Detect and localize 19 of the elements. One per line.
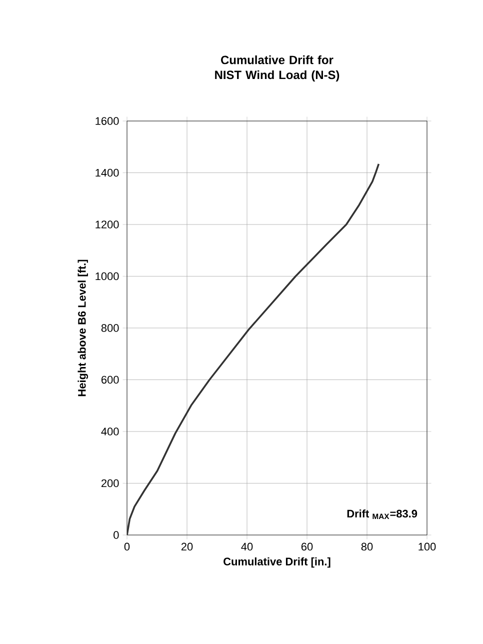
x-tick-label: 100 <box>418 542 436 551</box>
y-tick-label: 600 <box>102 376 119 384</box>
y-tick-label: 1600 <box>96 117 119 125</box>
x-tick-label: 0 <box>124 542 130 551</box>
x-tick-label: 40 <box>241 542 253 551</box>
y-tick-label: 800 <box>101 324 119 332</box>
x-tick-label: 80 <box>361 542 373 551</box>
y-tick-label: 1000 <box>96 272 119 280</box>
y-tick-label: 1200 <box>96 220 119 228</box>
y-tick-label: 400 <box>101 428 119 436</box>
x-tick-label: 60 <box>301 542 313 551</box>
y-axis-title: Height above B6 Level [ft.] <box>78 260 88 396</box>
y-tick-label: 200 <box>101 479 119 488</box>
y-tick-label: 0 <box>114 531 119 539</box>
x-axis-title: Cumulative Drift [in.] <box>224 557 330 568</box>
y-tick-label: 1400 <box>96 168 119 177</box>
x-tick-label: 20 <box>181 542 193 551</box>
annotation: Drift $_{MAX}$=83.9 <box>347 509 418 520</box>
chart-title: Cumulative Drift for NIST Wind Load (N-S) <box>215 55 340 82</box>
